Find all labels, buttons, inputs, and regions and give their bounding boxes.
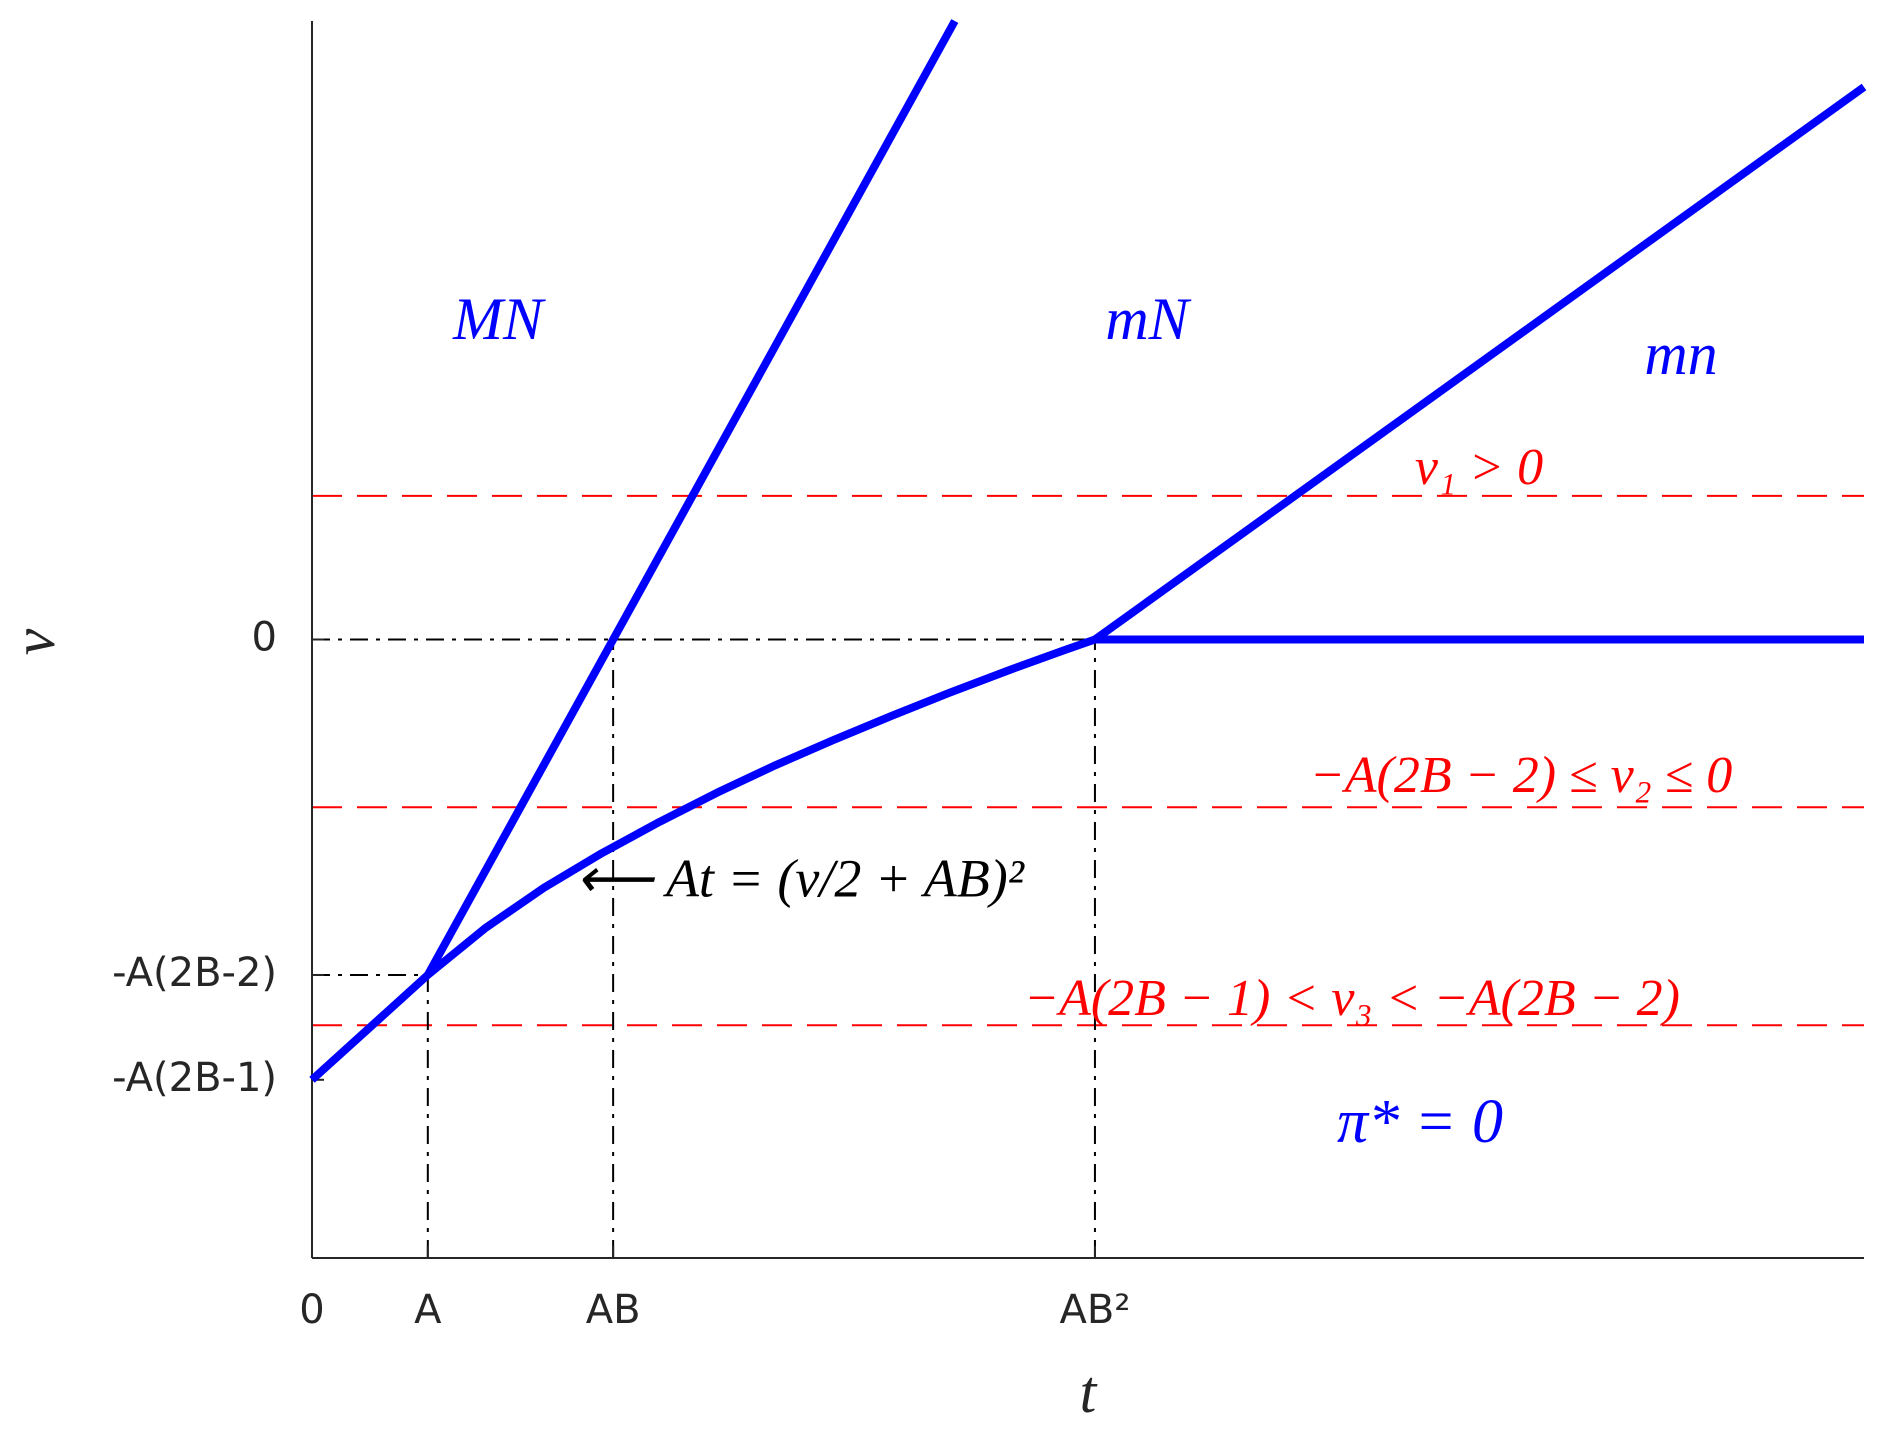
annotation: π* = 0 — [1337, 1088, 1503, 1156]
y-axis-label: v — [1, 628, 67, 655]
annotation: −A(2B − 1) < v₃ < −A(2B − 2) — [1024, 970, 1680, 1027]
curve — [424, 19, 959, 977]
x-tick-label: AB — [586, 1287, 641, 1333]
y-tick-label: 0 — [252, 615, 277, 661]
annotation: MN — [452, 286, 546, 352]
x-tick-label: A — [414, 1287, 442, 1333]
y-tick-label: -A(2B-1) — [112, 1055, 277, 1101]
y-tick-label: -A(2B-2) — [112, 950, 277, 996]
curve — [309, 635, 1864, 1083]
x-tick-label: 0 — [299, 1287, 324, 1333]
x-axis-label: t — [1080, 1359, 1098, 1425]
annotation: mN — [1105, 286, 1191, 352]
curve — [1092, 83, 1867, 643]
annotation: mn — [1644, 321, 1717, 387]
annotation: ⟵ At = (v/2 + AB)² — [576, 848, 1025, 908]
x-tick-label: AB² — [1060, 1287, 1131, 1333]
annotation: −A(2B − 2) ≤ v₂ ≤ 0 — [1310, 747, 1733, 804]
annotation: v₁ > 0 — [1415, 439, 1543, 496]
